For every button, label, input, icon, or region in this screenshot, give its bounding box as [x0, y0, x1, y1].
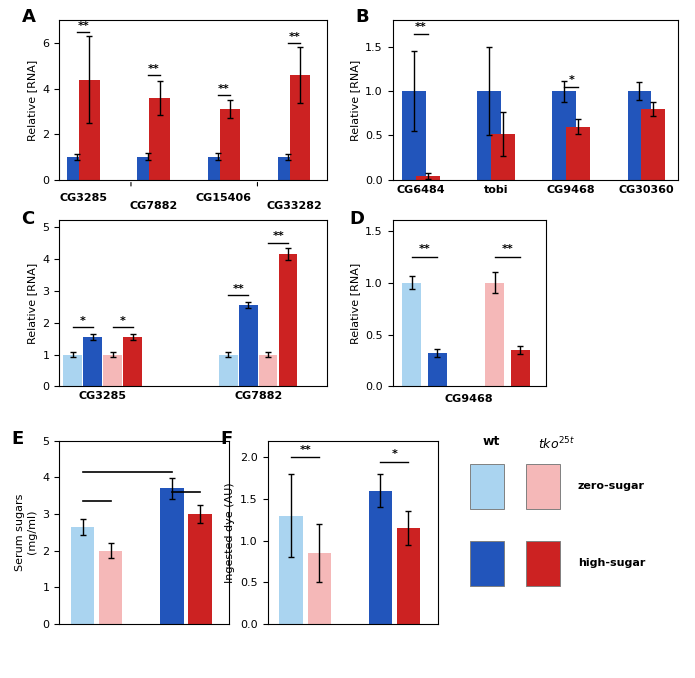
Bar: [279, 254, 297, 386]
Bar: [526, 541, 560, 586]
Bar: [123, 337, 142, 386]
Text: D: D: [350, 210, 365, 228]
Bar: [83, 337, 102, 386]
Text: CG3285: CG3285: [59, 193, 108, 203]
Text: $tko^{25t}$: $tko^{25t}$: [537, 435, 575, 452]
Bar: [416, 176, 440, 180]
Bar: [307, 553, 331, 624]
Y-axis label: Relative [RNA]: Relative [RNA]: [26, 263, 37, 344]
Bar: [219, 355, 238, 386]
Bar: [566, 127, 590, 180]
Bar: [99, 551, 122, 624]
Bar: [138, 157, 158, 180]
Text: *: *: [120, 316, 126, 325]
Text: **: **: [418, 243, 430, 254]
Text: **: **: [272, 231, 284, 241]
Text: **: **: [148, 64, 160, 74]
Y-axis label: Relative [RNA]: Relative [RNA]: [350, 263, 360, 344]
Text: A: A: [22, 7, 35, 26]
Text: *: *: [80, 316, 85, 325]
Text: F: F: [220, 430, 232, 447]
Bar: [397, 528, 420, 624]
Bar: [526, 464, 560, 508]
Bar: [628, 91, 651, 180]
Bar: [511, 350, 530, 386]
Bar: [477, 91, 501, 180]
Bar: [259, 355, 277, 386]
Bar: [427, 353, 447, 386]
Y-axis label: Relative [RNA]: Relative [RNA]: [350, 60, 360, 140]
Text: B: B: [356, 7, 369, 26]
Bar: [67, 157, 88, 180]
Bar: [485, 283, 504, 386]
Bar: [188, 514, 212, 624]
Y-axis label: Serum sugars
(mg/ml): Serum sugars (mg/ml): [15, 494, 37, 571]
Text: *: *: [569, 75, 574, 85]
Bar: [279, 515, 303, 624]
Text: CG7882: CG7882: [129, 201, 178, 212]
Text: **: **: [502, 243, 513, 254]
Text: C: C: [22, 210, 35, 228]
Text: **: **: [218, 84, 230, 94]
Bar: [553, 91, 576, 180]
Bar: [278, 157, 299, 180]
Text: zero-sugar: zero-sugar: [578, 481, 645, 491]
Bar: [491, 134, 515, 180]
Bar: [220, 109, 240, 180]
Text: CG33282: CG33282: [266, 201, 322, 212]
Bar: [290, 75, 311, 180]
Bar: [641, 109, 665, 180]
Text: E: E: [11, 430, 24, 447]
Text: wt: wt: [483, 435, 500, 448]
Text: **: **: [288, 32, 300, 42]
Bar: [79, 79, 99, 180]
Text: **: **: [415, 22, 427, 32]
Bar: [402, 283, 421, 386]
Bar: [239, 305, 258, 386]
Text: **: **: [300, 445, 311, 455]
Text: high-sugar: high-sugar: [578, 559, 645, 568]
X-axis label: CG9468: CG9468: [445, 394, 493, 404]
Bar: [470, 541, 505, 586]
Text: **: **: [78, 20, 89, 31]
Bar: [104, 355, 122, 386]
Bar: [63, 355, 82, 386]
Bar: [71, 527, 95, 624]
Bar: [149, 98, 170, 180]
Y-axis label: Relative [RNA]: Relative [RNA]: [26, 60, 37, 140]
Bar: [208, 157, 228, 180]
Y-axis label: Ingested dye (AU): Ingested dye (AU): [224, 482, 234, 582]
Text: **: **: [232, 284, 244, 294]
Bar: [160, 488, 183, 624]
Bar: [470, 464, 505, 508]
Text: CG15406: CG15406: [196, 193, 252, 203]
Bar: [402, 91, 426, 180]
Bar: [368, 491, 392, 624]
Text: *: *: [391, 449, 398, 459]
